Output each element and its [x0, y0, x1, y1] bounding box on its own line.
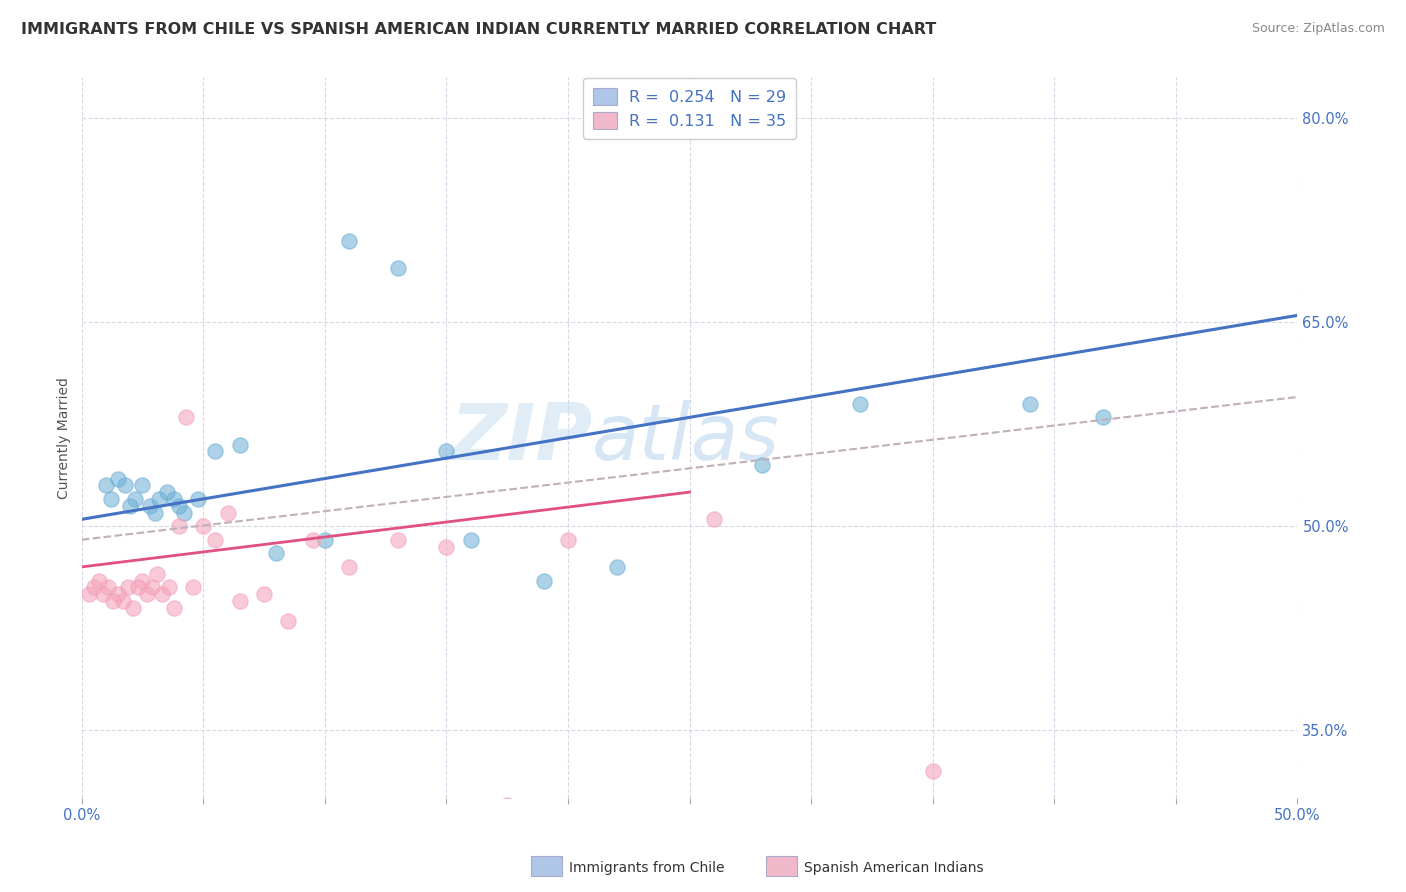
- Point: [157, 580, 180, 594]
- Point: [434, 540, 457, 554]
- Point: [557, 533, 579, 547]
- Point: [138, 499, 160, 513]
- Point: [141, 580, 163, 594]
- Point: [173, 506, 195, 520]
- Point: [1019, 397, 1042, 411]
- Point: [114, 478, 136, 492]
- Text: IMMIGRANTS FROM CHILE VS SPANISH AMERICAN INDIAN CURRENTLY MARRIED CORRELATION C: IMMIGRANTS FROM CHILE VS SPANISH AMERICA…: [21, 22, 936, 37]
- Text: Source: ZipAtlas.com: Source: ZipAtlas.com: [1251, 22, 1385, 36]
- Point: [100, 491, 122, 506]
- Text: Spanish American Indians: Spanish American Indians: [804, 861, 984, 875]
- Point: [143, 506, 166, 520]
- Point: [387, 533, 409, 547]
- Point: [87, 574, 110, 588]
- Point: [264, 546, 287, 560]
- Point: [131, 478, 153, 492]
- Legend: R =  0.254   N = 29, R =  0.131   N = 35: R = 0.254 N = 29, R = 0.131 N = 35: [583, 78, 796, 138]
- Point: [217, 506, 239, 520]
- Point: [120, 499, 142, 513]
- Point: [228, 594, 250, 608]
- Point: [387, 260, 409, 275]
- Point: [228, 437, 250, 451]
- Point: [921, 764, 943, 778]
- Point: [301, 533, 323, 547]
- Point: [533, 574, 555, 588]
- Point: [277, 615, 299, 629]
- Point: [204, 533, 226, 547]
- Point: [124, 491, 146, 506]
- Point: [131, 574, 153, 588]
- Point: [107, 471, 129, 485]
- Point: [111, 594, 134, 608]
- Point: [253, 587, 276, 601]
- Point: [751, 458, 773, 472]
- Point: [163, 491, 186, 506]
- Point: [1091, 410, 1114, 425]
- Point: [167, 519, 190, 533]
- Point: [97, 580, 120, 594]
- Text: Immigrants from Chile: Immigrants from Chile: [569, 861, 725, 875]
- Y-axis label: Currently Married: Currently Married: [58, 376, 72, 499]
- Point: [183, 580, 205, 594]
- Point: [156, 485, 179, 500]
- Point: [107, 587, 129, 601]
- Point: [150, 587, 173, 601]
- Point: [703, 512, 725, 526]
- Point: [337, 560, 360, 574]
- Point: [193, 519, 215, 533]
- Point: [460, 533, 482, 547]
- Point: [83, 580, 105, 594]
- Point: [187, 491, 209, 506]
- Point: [848, 397, 870, 411]
- Point: [103, 594, 125, 608]
- Point: [337, 234, 360, 248]
- Point: [77, 587, 100, 601]
- Point: [146, 566, 169, 581]
- Point: [167, 499, 190, 513]
- Point: [94, 478, 117, 492]
- Text: atlas: atlas: [592, 400, 780, 475]
- Point: [117, 580, 139, 594]
- Point: [121, 600, 143, 615]
- Point: [127, 580, 149, 594]
- Point: [204, 444, 226, 458]
- Point: [174, 410, 197, 425]
- Point: [496, 797, 519, 812]
- Point: [606, 560, 628, 574]
- Text: ZIP: ZIP: [450, 400, 592, 475]
- Point: [148, 491, 170, 506]
- Point: [163, 600, 186, 615]
- Point: [434, 444, 457, 458]
- Point: [136, 587, 159, 601]
- Point: [314, 533, 336, 547]
- Point: [93, 587, 115, 601]
